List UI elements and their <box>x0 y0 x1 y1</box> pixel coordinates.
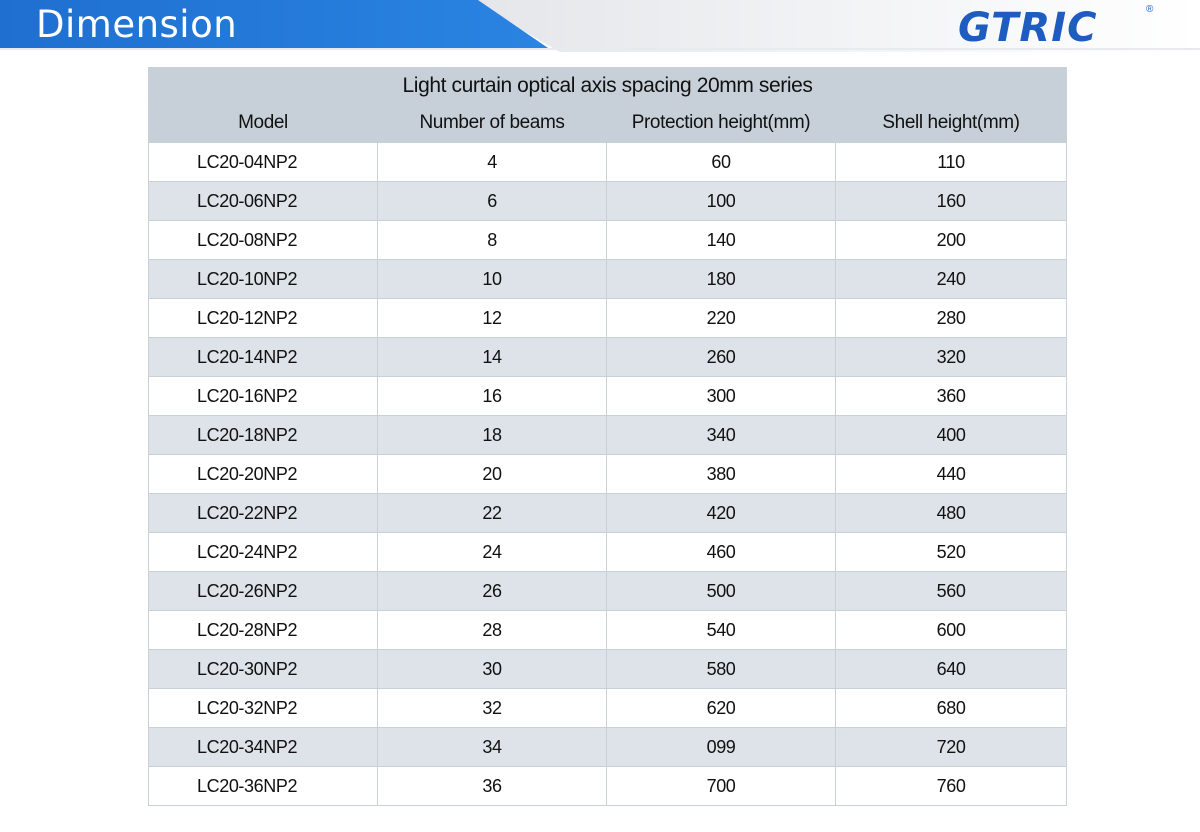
spec-table: Light curtain optical axis spacing 20mm … <box>147 67 1068 806</box>
cell-beams: 12 <box>377 298 607 338</box>
column-header-protection-height: Protection height(mm) <box>606 103 836 143</box>
cell-protection-height: 099 <box>606 727 836 767</box>
table-row: LC20-28NP2 28 540 600 <box>148 610 1068 650</box>
table-row: LC20-12NP2 12 220 280 <box>148 298 1068 338</box>
cell-protection-height: 500 <box>606 571 836 611</box>
table-row: LC20-22NP2 22 420 480 <box>148 493 1068 533</box>
cell-beams: 28 <box>377 610 607 650</box>
table-row: LC20-14NP2 14 260 320 <box>148 337 1068 377</box>
cell-model: LC20-06NP2 <box>148 181 378 221</box>
cell-model: LC20-12NP2 <box>148 298 378 338</box>
cell-protection-height: 220 <box>606 298 836 338</box>
cell-model: LC20-08NP2 <box>148 220 378 260</box>
column-header-shell-height: Shell height(mm) <box>834 103 1068 143</box>
cell-shell-height: 560 <box>834 571 1068 611</box>
cell-protection-height: 260 <box>606 337 836 377</box>
header-banner: Dimension GTRIC ® <box>0 0 1200 52</box>
cell-beams: 18 <box>377 415 607 455</box>
cell-shell-height: 480 <box>834 493 1068 533</box>
table-row: LC20-24NP2 24 460 520 <box>148 532 1068 572</box>
cell-beams: 16 <box>377 376 607 416</box>
cell-protection-height: 420 <box>606 493 836 533</box>
cell-shell-height: 760 <box>834 766 1068 806</box>
table-row: LC20-26NP2 26 500 560 <box>148 571 1068 611</box>
cell-model: LC20-10NP2 <box>148 259 378 299</box>
table-title-row: Light curtain optical axis spacing 20mm … <box>147 67 1068 104</box>
cell-protection-height: 380 <box>606 454 836 494</box>
cell-shell-height: 160 <box>834 181 1068 221</box>
cell-shell-height: 280 <box>834 298 1068 338</box>
cell-beams: 22 <box>377 493 607 533</box>
cell-protection-height: 140 <box>606 220 836 260</box>
cell-beams: 10 <box>377 259 607 299</box>
header-background <box>0 0 1200 52</box>
cell-protection-height: 60 <box>606 142 836 182</box>
cell-shell-height: 240 <box>834 259 1068 299</box>
cell-beams: 36 <box>377 766 607 806</box>
cell-model: LC20-24NP2 <box>148 532 378 572</box>
cell-protection-height: 300 <box>606 376 836 416</box>
table-row: LC20-32NP2 32 620 680 <box>148 688 1068 728</box>
cell-beams: 32 <box>377 688 607 728</box>
cell-model: LC20-04NP2 <box>148 142 378 182</box>
cell-beams: 24 <box>377 532 607 572</box>
cell-beams: 30 <box>377 649 607 689</box>
cell-beams: 8 <box>377 220 607 260</box>
cell-model: LC20-30NP2 <box>148 649 378 689</box>
cell-protection-height: 540 <box>606 610 836 650</box>
cell-protection-height: 460 <box>606 532 836 572</box>
cell-shell-height: 200 <box>834 220 1068 260</box>
table-row: LC20-36NP2 36 700 760 <box>148 766 1068 806</box>
cell-model: LC20-14NP2 <box>148 337 378 377</box>
cell-model: LC20-26NP2 <box>148 571 378 611</box>
cell-beams: 26 <box>377 571 607 611</box>
cell-beams: 14 <box>377 337 607 377</box>
cell-shell-height: 440 <box>834 454 1068 494</box>
table-row: LC20-20NP2 20 380 440 <box>148 454 1068 494</box>
brand-logo: GTRIC <box>958 5 1098 51</box>
cell-protection-height: 180 <box>606 259 836 299</box>
cell-protection-height: 620 <box>606 688 836 728</box>
cell-beams: 34 <box>377 727 607 767</box>
cell-model: LC20-18NP2 <box>148 415 378 455</box>
table-row: LC20-04NP2 4 60 110 <box>148 142 1068 182</box>
table-row: LC20-18NP2 18 340 400 <box>148 415 1068 455</box>
table-row: LC20-10NP2 10 180 240 <box>148 259 1068 299</box>
cell-model: LC20-28NP2 <box>148 610 378 650</box>
cell-protection-height: 580 <box>606 649 836 689</box>
cell-model: LC20-34NP2 <box>148 727 378 767</box>
page-title: Dimension <box>36 3 238 46</box>
table-row: LC20-08NP2 8 140 200 <box>148 220 1068 260</box>
cell-shell-height: 680 <box>834 688 1068 728</box>
table-row: LC20-06NP2 6 100 160 <box>148 181 1068 221</box>
cell-model: LC20-16NP2 <box>148 376 378 416</box>
registered-mark: ® <box>1146 4 1154 15</box>
cell-protection-height: 700 <box>606 766 836 806</box>
cell-shell-height: 720 <box>834 727 1068 767</box>
cell-beams: 6 <box>377 181 607 221</box>
cell-shell-height: 640 <box>834 649 1068 689</box>
cell-model: LC20-22NP2 <box>148 493 378 533</box>
table-header-row: Model Number of beams Protection height(… <box>148 103 1068 143</box>
table-title: Light curtain optical axis spacing 20mm … <box>147 67 1068 104</box>
cell-shell-height: 360 <box>834 376 1068 416</box>
cell-shell-height: 520 <box>834 532 1068 572</box>
table-row: LC20-16NP2 16 300 360 <box>148 376 1068 416</box>
cell-model: LC20-32NP2 <box>148 688 378 728</box>
column-header-model: Model <box>148 103 378 143</box>
cell-beams: 20 <box>377 454 607 494</box>
cell-model: LC20-20NP2 <box>148 454 378 494</box>
cell-protection-height: 340 <box>606 415 836 455</box>
cell-model: LC20-36NP2 <box>148 766 378 806</box>
column-header-beams: Number of beams <box>377 103 607 143</box>
cell-shell-height: 110 <box>834 142 1068 182</box>
table-row: LC20-34NP2 34 099 720 <box>148 727 1068 767</box>
cell-shell-height: 320 <box>834 337 1068 377</box>
table-row: LC20-30NP2 30 580 640 <box>148 649 1068 689</box>
cell-shell-height: 600 <box>834 610 1068 650</box>
cell-beams: 4 <box>377 142 607 182</box>
cell-shell-height: 400 <box>834 415 1068 455</box>
cell-protection-height: 100 <box>606 181 836 221</box>
